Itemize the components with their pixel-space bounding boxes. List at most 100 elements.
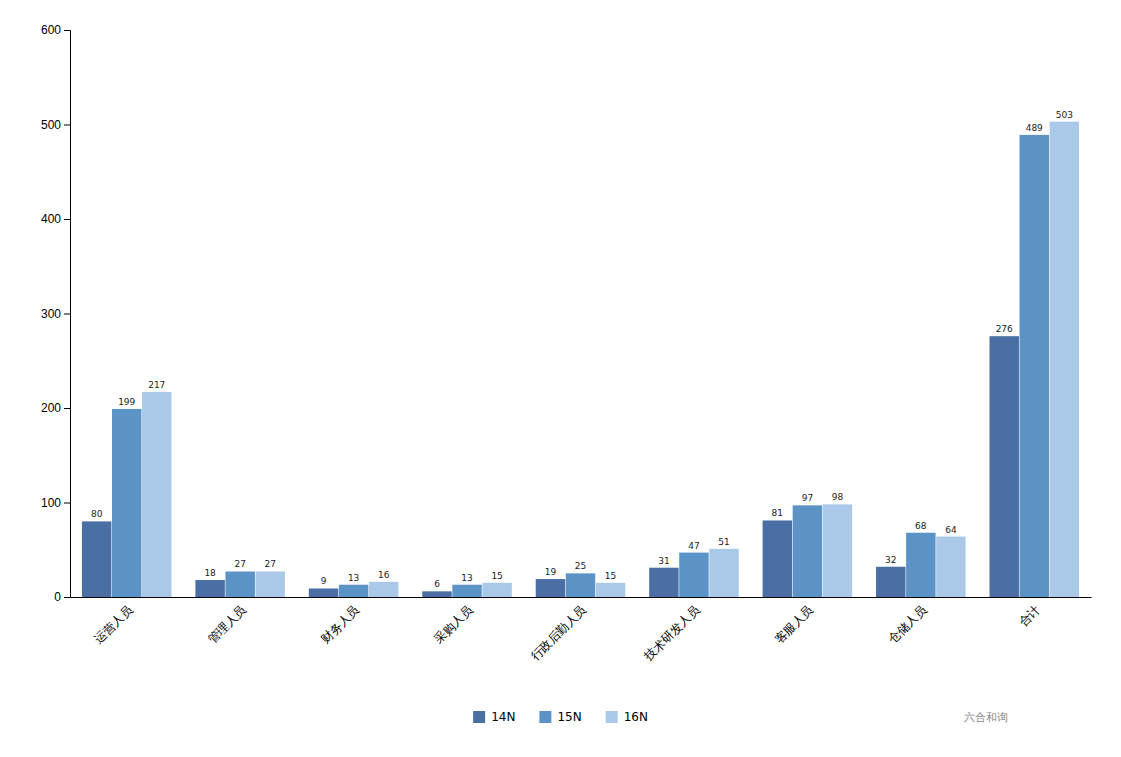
bar: [679, 553, 708, 597]
x-tick-label: 技术研发人员: [641, 602, 703, 664]
bar: [112, 409, 141, 597]
y-tick: 0: [54, 590, 70, 604]
x-axis: 运营人员管理人员财务人员采购人员行政后勤人员技术研发人员客服人员仓储人员合计: [71, 598, 1092, 664]
y-tick-mark: [64, 314, 70, 315]
y-tick: 100: [41, 496, 70, 510]
bar: [876, 567, 905, 597]
x-tick: 合计: [1016, 602, 1043, 629]
x-tick-label: 财务人员: [318, 602, 362, 646]
y-tick-label: 600: [41, 23, 61, 37]
y-tick: 300: [41, 307, 70, 321]
bar: [482, 583, 511, 597]
data-labels: 80 18 9 6 19 31 81 32 276 199 27 13 13 25 47 97 68 489 217…: [91, 110, 1073, 590]
bar: [649, 568, 678, 597]
plot-area: 0100200300400500600运营人员管理人员财务人员采购人员行政后勤人…: [41, 23, 1092, 664]
data-label: 32: [885, 555, 896, 565]
y-tick: 200: [41, 401, 70, 415]
bar: [709, 549, 738, 597]
data-label: 489: [1026, 123, 1043, 133]
y-tick-mark: [64, 408, 70, 409]
data-label: 68: [915, 521, 927, 531]
bar: [1020, 135, 1049, 597]
bar: [596, 583, 625, 597]
x-tick: 财务人员: [318, 602, 362, 646]
data-label: 47: [688, 541, 699, 551]
x-tick: 运营人员: [91, 602, 135, 646]
data-label: 81: [772, 508, 783, 518]
y-tick-label: 400: [41, 212, 61, 226]
y-tick: 400: [41, 212, 70, 226]
x-tick: 客服人员: [772, 602, 816, 646]
bar: [255, 571, 284, 597]
legend-item: 15N: [539, 710, 581, 724]
data-label: 51: [718, 537, 729, 547]
legend: 14N 15N 16N: [473, 710, 648, 724]
x-axis-line: [71, 597, 1092, 598]
legend-swatch: [539, 711, 551, 723]
data-label: 9: [321, 576, 327, 586]
data-label: 16: [378, 570, 390, 580]
legend-item: 14N: [473, 710, 515, 724]
legend-label: 16N: [624, 710, 648, 724]
x-tick: 技术研发人员: [641, 602, 703, 664]
legend-swatch: [606, 711, 618, 723]
y-tick: 500: [41, 118, 70, 132]
data-label: 276: [996, 324, 1013, 334]
legend-label: 14N: [491, 710, 515, 724]
y-tick-mark: [64, 125, 70, 126]
legend-label: 15N: [557, 710, 581, 724]
legend-swatch: [473, 711, 485, 723]
y-tick-label: 500: [41, 118, 61, 132]
bar: [1050, 122, 1079, 597]
data-label: 13: [348, 573, 359, 583]
bar: [142, 392, 171, 597]
bar: [82, 521, 111, 597]
data-label: 27: [264, 559, 275, 569]
y-tick-label: 100: [41, 496, 61, 510]
bar: [339, 585, 368, 597]
x-tick-label: 运营人员: [91, 602, 135, 646]
data-label: 25: [575, 561, 586, 571]
data-label: 80: [91, 509, 103, 519]
data-label: 18: [204, 568, 216, 578]
y-tick-mark: [64, 219, 70, 220]
data-label: 503: [1056, 110, 1073, 120]
x-tick-label: 合计: [1016, 602, 1043, 629]
bar: [763, 520, 792, 597]
bar: [309, 588, 338, 597]
data-label: 97: [802, 493, 813, 503]
bar: [536, 579, 565, 597]
y-tick-mark: [64, 597, 70, 598]
data-label: 13: [461, 573, 472, 583]
data-label: 199: [118, 397, 135, 407]
x-tick-label: 行政后勤人员: [528, 602, 589, 663]
chart-svg: 0100200300400500600运营人员管理人员财务人员采购人员行政后勤人…: [0, 0, 1121, 757]
bar: [990, 336, 1019, 597]
data-label: 15: [491, 571, 502, 581]
y-tick-mark: [64, 503, 70, 504]
y-tick-label: 300: [41, 307, 61, 321]
bar: [566, 573, 595, 597]
y-tick-label: 0: [54, 590, 61, 604]
x-tick-label: 采购人员: [432, 602, 476, 646]
y-axis: 0 100 200 300 400 500 600: [41, 23, 71, 604]
x-tick: 仓储人员: [885, 602, 929, 646]
bar: [906, 533, 935, 597]
bars: [82, 122, 1079, 597]
data-label: 19: [545, 567, 557, 577]
bar: [369, 582, 398, 597]
data-label: 64: [945, 525, 957, 535]
x-tick-label: 仓储人员: [885, 602, 929, 646]
data-label: 15: [605, 571, 616, 581]
data-label: 6: [434, 579, 440, 589]
data-label: 98: [832, 492, 844, 502]
data-label: 27: [234, 559, 245, 569]
y-tick-mark: [64, 30, 70, 31]
y-axis-line: [64, 31, 71, 598]
bar: [225, 571, 254, 597]
bar: [452, 585, 481, 597]
data-label: 217: [148, 380, 165, 390]
bar: [936, 537, 965, 597]
data-label: 31: [658, 556, 669, 566]
x-tick-label: 客服人员: [772, 602, 816, 646]
